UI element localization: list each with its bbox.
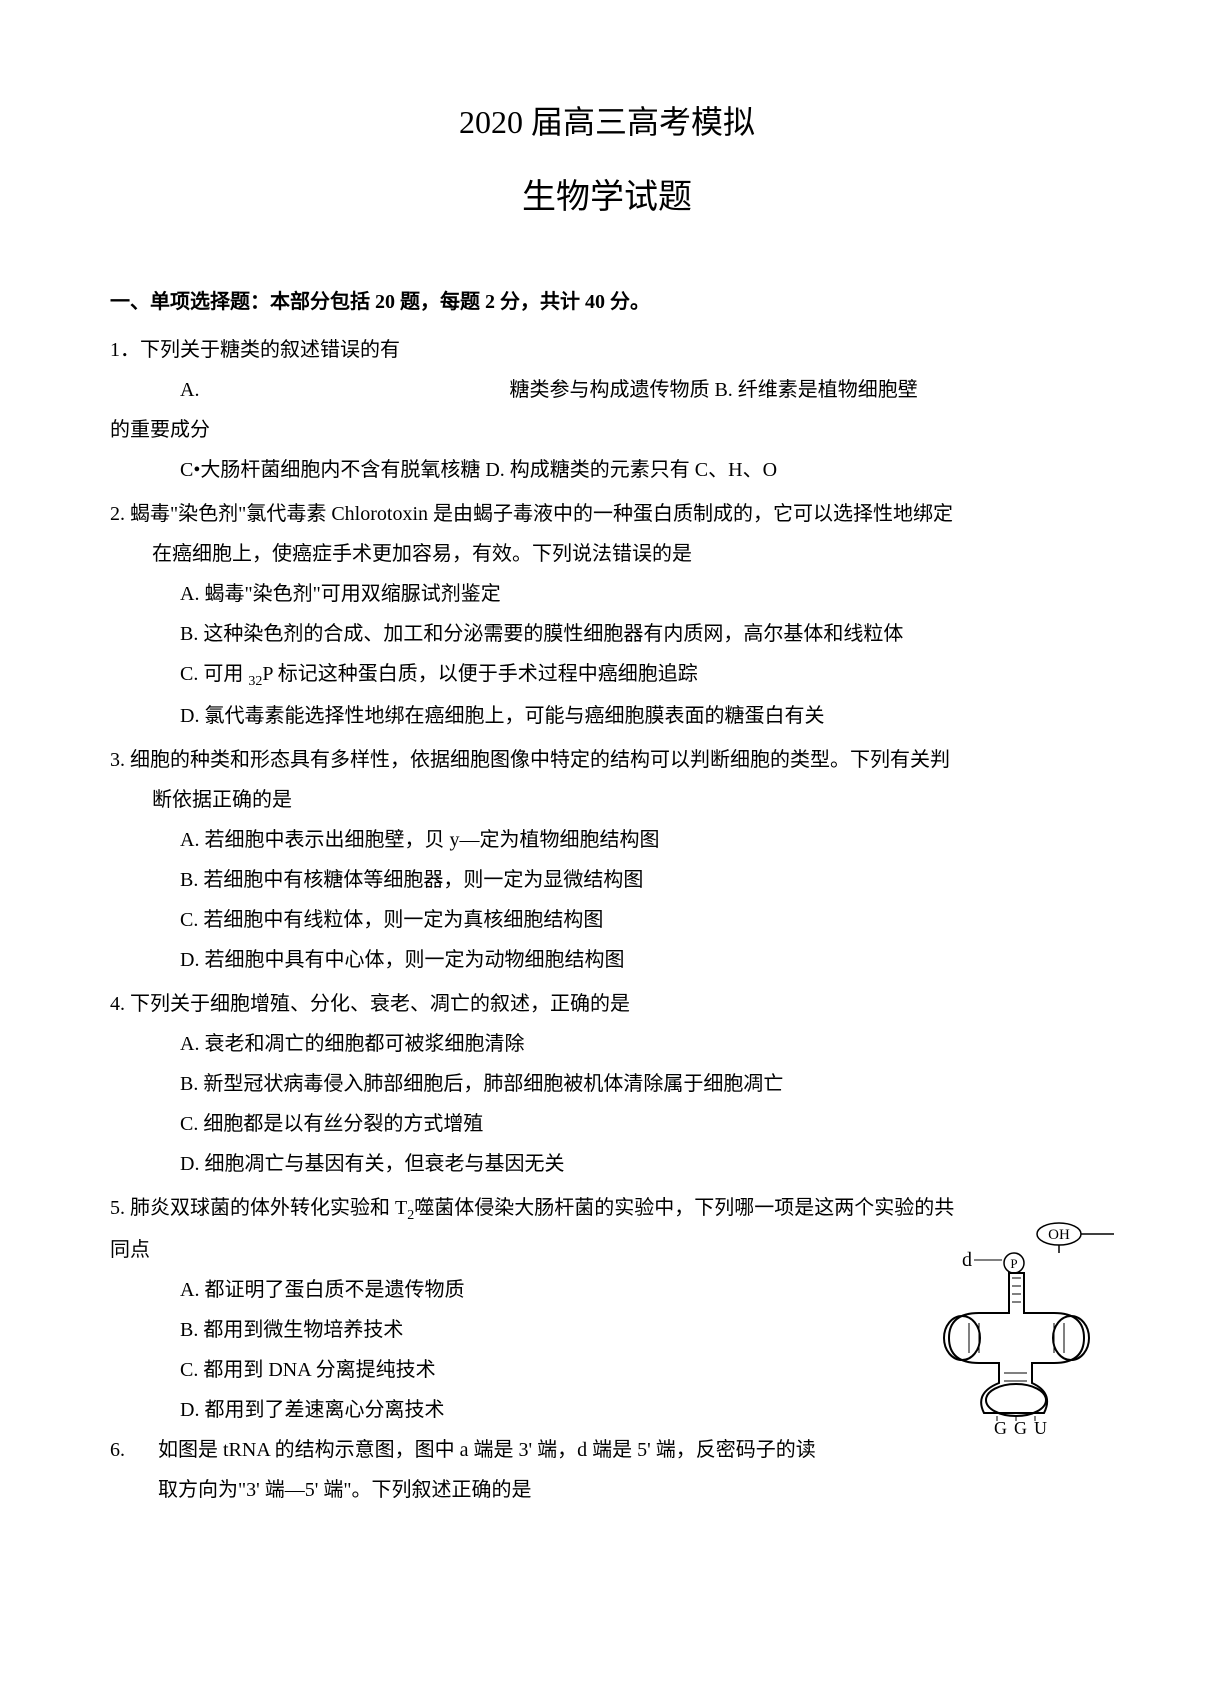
q5-stem-post: 噬菌体侵染大肠杆菌的实验中，下列哪一项是这两个实验的共 bbox=[414, 1197, 954, 1219]
q3-optB: B. 若细胞中有核糖体等细胞器，则一定为显微结构图 bbox=[180, 860, 1104, 900]
q6-label: 6. bbox=[110, 1430, 158, 1510]
trna-diagram: OH d P G G U bbox=[914, 1218, 1114, 1438]
q2-optC-post: P 标记这种蛋白质，以便于手术过程中癌细胞追踪 bbox=[262, 663, 697, 685]
page-title-sub: 生物学试题 bbox=[110, 164, 1104, 232]
q3-stem2: 断依据正确的是 bbox=[152, 780, 1104, 820]
q1-line2-text: 糖类参与构成遗传物质 B. 纤维素是植物细胞壁 bbox=[509, 379, 917, 401]
trna-oh-label: OH bbox=[1048, 1227, 1070, 1243]
trna-p-label: P bbox=[1010, 1256, 1017, 1271]
q1-stem: 1．下列关于糖类的叙述错误的有 bbox=[110, 330, 1104, 370]
q2-optC-pre: C. 可用 bbox=[180, 663, 248, 685]
question-5-6-wrap: 5. 肺炎双球菌的体外转化实验和 T2噬菌体侵染大肠杆菌的实验中，下列哪一项是这… bbox=[110, 1188, 1104, 1510]
q2-stem2: 在癌细胞上，使癌症手术更加容易，有效。下列说法错误的是 bbox=[152, 534, 1104, 574]
q6-stem2: 取方向为"3' 端—5' 端"。下列叙述正确的是 bbox=[158, 1470, 894, 1510]
q5-stem-pre: 5. 肺炎双球菌的体外转化实验和 T bbox=[110, 1197, 407, 1219]
q2-optD: D. 氯代毒素能选择性地绑在癌细胞上，可能与癌细胞膜表面的糖蛋白有关 bbox=[180, 696, 1104, 736]
q4-optC: C. 细胞都是以有丝分裂的方式增殖 bbox=[180, 1104, 1104, 1144]
q4-optD: D. 细胞凋亡与基因有关，但衰老与基因无关 bbox=[180, 1144, 1104, 1184]
q2-stem1: 2. 蝎毒"染色剂"氯代毒素 Chlorotoxin 是由蝎子毒液中的一种蛋白质… bbox=[110, 494, 1104, 534]
q2-optA: A. 蝎毒"染色剂"可用双缩脲试剂鉴定 bbox=[180, 574, 1104, 614]
trna-d-label: d bbox=[962, 1249, 972, 1271]
question-6: 6. 如图是 tRNA 的结构示意图，图中 a 端是 3' 端，d 端是 5' … bbox=[110, 1430, 1104, 1510]
q6-stem1: 如图是 tRNA 的结构示意图，图中 a 端是 3' 端，d 端是 5' 端，反… bbox=[158, 1430, 894, 1470]
page-title-main: 2020 届高三高考模拟 bbox=[110, 90, 1104, 154]
q1-line4: C•大肠杆菌细胞内不含有脱氧核糖 D. 构成糖类的元素只有 C、H、O bbox=[180, 450, 1104, 490]
question-2: 2. 蝎毒"染色剂"氯代毒素 Chlorotoxin 是由蝎子毒液中的一种蛋白质… bbox=[110, 494, 1104, 736]
q2-optC-sub: 32 bbox=[248, 674, 262, 689]
trna-anticodon-3: U bbox=[1034, 1418, 1047, 1438]
q1-line3: 的重要成分 bbox=[110, 410, 1104, 450]
q3-optD: D. 若细胞中具有中心体，则一定为动物细胞结构图 bbox=[180, 940, 1104, 980]
question-1: 1．下列关于糖类的叙述错误的有 A. 糖类参与构成遗传物质 B. 纤维素是植物细胞… bbox=[110, 330, 1104, 490]
q4-optA: A. 衰老和凋亡的细胞都可被浆细胞清除 bbox=[180, 1024, 1104, 1064]
question-3: 3. 细胞的种类和形态具有多样性，依据细胞图像中特定的结构可以判断细胞的类型。下… bbox=[110, 740, 1104, 980]
q1-line2: A. 糖类参与构成遗传物质 B. 纤维素是植物细胞壁 bbox=[180, 370, 1104, 410]
trna-anticodon-1: G bbox=[994, 1418, 1007, 1438]
q1-optA-label: A. bbox=[180, 379, 199, 401]
q2-optC: C. 可用 32P 标记这种蛋白质，以便于手术过程中癌细胞追踪 bbox=[180, 654, 1104, 696]
q3-optC: C. 若细胞中有线粒体，则一定为真核细胞结构图 bbox=[180, 900, 1104, 940]
q3-stem1: 3. 细胞的种类和形态具有多样性，依据细胞图像中特定的结构可以判断细胞的类型。下… bbox=[110, 740, 1104, 780]
section-header: 一、单项选择题：本部分包括 20 题，每题 2 分，共计 40 分。 bbox=[110, 282, 1104, 322]
q3-optA: A. 若细胞中表示出细胞壁，贝 y—定为植物细胞结构图 bbox=[180, 820, 1104, 860]
question-4: 4. 下列关于细胞增殖、分化、衰老、凋亡的叙述，正确的是 A. 衰老和凋亡的细胞… bbox=[110, 984, 1104, 1184]
q4-stem: 4. 下列关于细胞增殖、分化、衰老、凋亡的叙述，正确的是 bbox=[110, 984, 1104, 1024]
q4-optB: B. 新型冠状病毒侵入肺部细胞后，肺部细胞被机体清除属于细胞凋亡 bbox=[180, 1064, 1104, 1104]
q2-optB: B. 这种染色剂的合成、加工和分泌需要的膜性细胞器有内质网，高尔基体和线粒体 bbox=[180, 614, 1104, 654]
